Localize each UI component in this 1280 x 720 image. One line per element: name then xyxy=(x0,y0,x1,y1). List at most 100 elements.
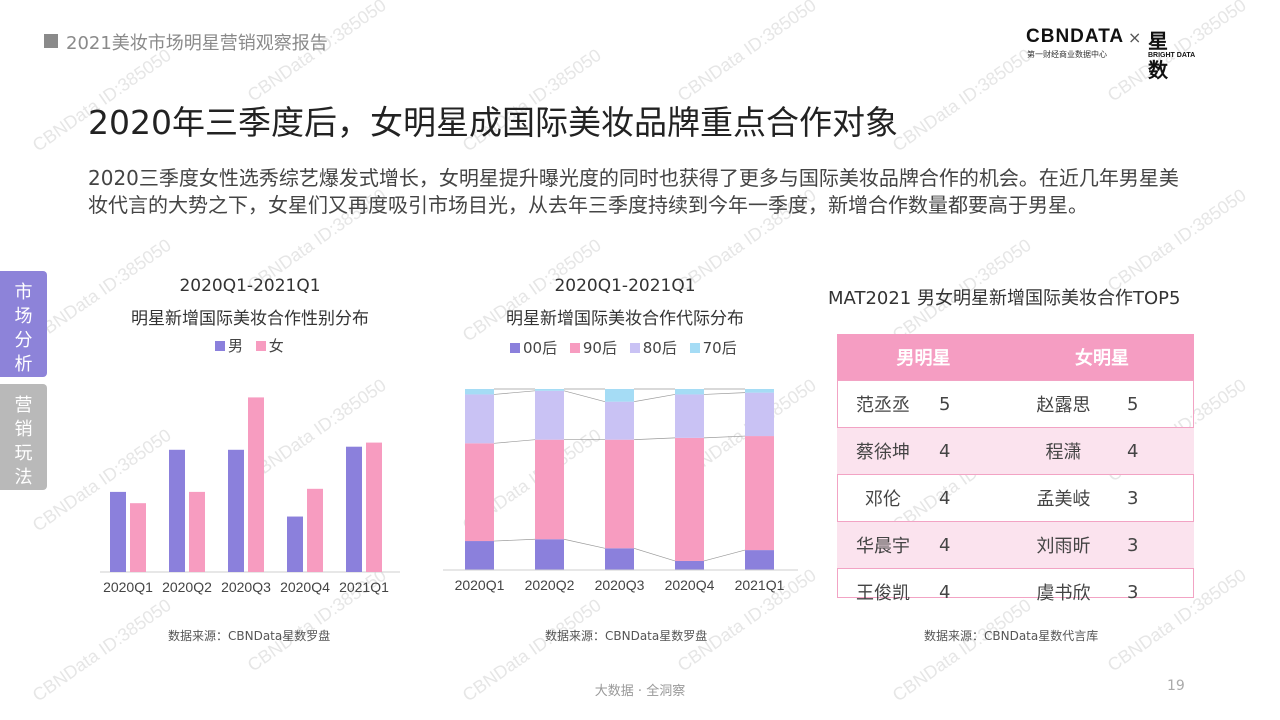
connector-line xyxy=(493,439,536,444)
side-tab-label: 营销玩法 xyxy=(14,395,33,488)
female-count: 3 xyxy=(1117,521,1194,569)
x-tick-label: 2020Q3 xyxy=(221,579,271,595)
female-name: 孟美岐 xyxy=(1010,474,1117,522)
bar-女-2021Q1 xyxy=(366,442,382,572)
top5-title: MAT2021 男女明星新增国际美妆合作TOP5 xyxy=(828,288,1181,309)
bar-女-2020Q4 xyxy=(307,488,323,572)
bar-男-2020Q4 xyxy=(287,516,303,572)
x-tick-label: 2020Q2 xyxy=(525,577,575,593)
stack-80后-2020Q1 xyxy=(465,394,494,444)
stack-90后-2020Q2 xyxy=(535,439,564,540)
male-name: 蔡徐坤 xyxy=(837,427,929,475)
male-name: 华晨宇 xyxy=(837,521,929,569)
chart2-legend: 00后 90后 80后 70后 xyxy=(510,337,745,358)
stack-80后-2021Q1 xyxy=(745,392,774,437)
legend-swatch xyxy=(569,343,580,353)
page-number: 19 xyxy=(1167,678,1185,694)
legend-swatch xyxy=(255,341,266,351)
page-title: 2020年三季度后，女明星成国际美妆品牌重点合作对象 xyxy=(88,103,898,142)
stack-00后-2020Q4 xyxy=(675,560,704,570)
connector-line xyxy=(633,394,676,403)
logo-times: × xyxy=(1128,28,1142,47)
legend-item-90s: 90后 xyxy=(569,339,617,357)
table-row: 华晨宇 4 刘雨昕 3 xyxy=(837,521,1194,569)
legend-item-80s: 80后 xyxy=(629,339,677,357)
stack-80后-2020Q4 xyxy=(675,394,704,438)
female-name: 程潇 xyxy=(1010,427,1117,475)
table-row: 范丞丞 5 赵露思 5 xyxy=(837,380,1194,428)
chart1-legend: 男 女 xyxy=(215,335,292,356)
generation-stacked-chart: 2020Q1 2020Q2 2020Q3 2020Q4 2021Q1 xyxy=(443,388,798,593)
stack-70后-2020Q3 xyxy=(605,389,634,402)
female-count: 5 xyxy=(1117,380,1194,428)
x-tick-label: 2021Q1 xyxy=(339,579,389,595)
footer-slogan: 大数据 · 全洞察 xyxy=(594,684,686,699)
gender-bar-chart: 2020Q1 2020Q2 2020Q3 2020Q4 2021Q1 xyxy=(100,397,400,595)
legend-swatch xyxy=(689,343,700,353)
x-tick-label: 2020Q4 xyxy=(280,579,330,595)
connector-line xyxy=(703,549,746,562)
bar-女-2020Q3 xyxy=(248,397,264,572)
x-tick-label: 2020Q3 xyxy=(595,577,645,593)
chart2-source: 数据来源：CBNData星数罗盘 xyxy=(545,629,708,643)
legend-swatch xyxy=(510,343,520,353)
watermark-text: CBNData ID:385050 xyxy=(888,44,1035,156)
x-tick-label: 2020Q1 xyxy=(455,577,505,593)
side-tab-label: 市场分析 xyxy=(14,282,33,375)
chart2-title: 2020Q1-2021Q1 xyxy=(554,276,696,296)
chart1-subtitle: 明星新增国际美妆合作性别分布 xyxy=(131,309,369,329)
connector-line xyxy=(563,538,606,549)
watermark-text: CBNData ID:385050 xyxy=(673,0,820,106)
connector-line xyxy=(563,390,606,403)
table-row: 蔡徐坤 4 程潇 4 xyxy=(837,427,1194,475)
connector-line xyxy=(493,538,536,542)
stack-90后-2020Q3 xyxy=(605,439,634,549)
x-tick-label: 2020Q1 xyxy=(103,579,153,595)
bar-男-2020Q3 xyxy=(228,449,244,572)
female-name: 虞书欣 xyxy=(1010,568,1117,615)
male-name: 王俊凯 xyxy=(837,568,929,615)
stack-00后-2020Q1 xyxy=(465,541,494,570)
legend-swatch xyxy=(215,341,225,351)
connector-line xyxy=(703,435,746,439)
male-count: 4 xyxy=(929,568,1010,615)
stack-70后-2020Q1 xyxy=(465,389,494,395)
logo-partner: 星数 xyxy=(1148,29,1168,82)
legend-label: 女 xyxy=(268,337,284,355)
legend-swatch xyxy=(629,343,640,353)
female-name: 刘雨昕 xyxy=(1010,521,1117,569)
side-tab-marketing-play[interactable]: 营销玩法 xyxy=(0,384,47,490)
connector-line xyxy=(493,390,536,395)
female-count: 3 xyxy=(1117,474,1194,522)
stack-80后-2020Q3 xyxy=(605,401,634,440)
bar-男-2020Q2 xyxy=(169,449,185,572)
bar-女-2020Q1 xyxy=(130,503,146,572)
legend-item-70s: 70后 xyxy=(689,339,737,357)
stack-00后-2020Q2 xyxy=(535,539,564,570)
stack-90后-2020Q4 xyxy=(675,437,704,561)
male-name: 范丞丞 xyxy=(837,380,929,428)
logo-brand: CBNDATA xyxy=(1026,26,1125,47)
stack-80后-2020Q2 xyxy=(535,390,564,440)
male-count: 4 xyxy=(929,521,1010,569)
chart2-subtitle: 明星新增国际美妆合作代际分布 xyxy=(506,309,744,329)
top5-source: 数据来源：CBNData星数代言库 xyxy=(924,629,1099,643)
female-count: 4 xyxy=(1117,427,1194,475)
bar-女-2020Q2 xyxy=(189,491,205,572)
bar-男-2020Q1 xyxy=(110,491,126,572)
stack-90后-2021Q1 xyxy=(745,436,774,551)
legend-label: 00后 xyxy=(523,339,558,357)
male-name: 邓伦 xyxy=(837,474,929,522)
chart1-source: 数据来源：CBNData星数罗盘 xyxy=(168,629,331,643)
male-count: 5 xyxy=(929,380,1010,428)
legend-item-00s: 00后 xyxy=(510,339,557,357)
stack-70后-2021Q1 xyxy=(745,389,774,393)
female-count: 3 xyxy=(1117,568,1194,615)
legend-label: 80后 xyxy=(642,339,677,357)
male-header: 男明星 xyxy=(837,334,1010,381)
table-row: 王俊凯 4 虞书欣 3 xyxy=(837,568,1194,615)
legend-item-male: 男 xyxy=(215,337,243,355)
bar-男-2021Q1 xyxy=(346,446,362,572)
table-header-row: 男明星 女明星 xyxy=(837,334,1194,381)
side-tab-market-analysis[interactable]: 市场分析 xyxy=(0,271,47,377)
